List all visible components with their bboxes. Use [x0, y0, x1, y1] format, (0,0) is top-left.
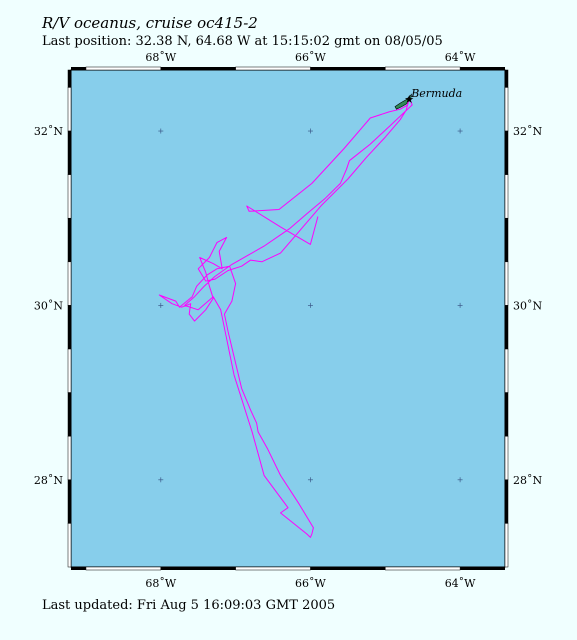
last-position-star-icon: ★ [404, 93, 414, 106]
frame-segment [67, 305, 72, 350]
frame-segment [67, 392, 72, 437]
frame-segment [504, 130, 509, 175]
frame-segment [460, 567, 505, 570]
frame-segment [310, 567, 386, 570]
frame-segment [504, 174, 509, 219]
lat-tick-label-right: 30˚N [513, 299, 542, 312]
lon-tick-label-top: 64˚W [445, 51, 476, 64]
frame-segment [67, 130, 72, 175]
frame-segment [504, 217, 509, 263]
graticule [158, 128, 463, 483]
frame-segment [67, 87, 72, 132]
map-background [71, 70, 505, 567]
frame-segment [67, 348, 72, 393]
frame-segment [504, 305, 509, 350]
frame-segment [385, 66, 461, 71]
frame-segment [85, 66, 162, 71]
frame-segment [504, 261, 509, 306]
frame-segment [235, 66, 311, 71]
frame-segment [67, 174, 72, 219]
lat-tick-label-left: 32˚N [34, 125, 63, 138]
frame-segment [67, 69, 72, 88]
frame-segment [71, 567, 86, 570]
marker-layer: ★ Bermuda [404, 87, 462, 106]
last-updated-text: Last updated: Fri Aug 5 16:09:03 GMT 200… [42, 598, 336, 613]
bermuda-label: Bermuda [410, 87, 462, 100]
lat-tick-label-left: 30˚N [34, 299, 63, 312]
lon-tick-label-top: 66˚W [295, 51, 326, 64]
frame-segment [67, 217, 72, 263]
lat-tick-label-left: 28˚N [34, 474, 63, 487]
frame-segment [67, 523, 72, 568]
lat-tick-label-right: 28˚N [513, 474, 542, 487]
frame-segment [67, 479, 72, 524]
lon-tick-label-bottom: 66˚W [295, 577, 326, 590]
frame-segment [504, 479, 509, 524]
frame-segment [504, 435, 509, 481]
track-layer [158, 97, 413, 538]
frame-segment [385, 566, 461, 571]
frame-segment [504, 69, 509, 88]
frame-segment [160, 67, 236, 70]
map-frame [67, 66, 509, 571]
frame-segment [71, 67, 86, 70]
lat-tick-label-right: 32˚N [513, 125, 542, 138]
lon-tick-label-bottom: 68˚W [145, 577, 176, 590]
lon-tick-label-top: 68˚W [145, 51, 176, 64]
frame-segment [67, 261, 72, 306]
frame-segment [460, 67, 505, 70]
frame-segment [310, 67, 386, 70]
frame-segment [160, 567, 236, 570]
cruise-track-line [158, 97, 413, 538]
frame-segment [504, 392, 509, 437]
last-position-text: Last position: 32.38 N, 64.68 W at 15:15… [42, 34, 443, 49]
frame-segment [504, 348, 509, 393]
map-title: R/V oceanus, cruise oc415-2 [42, 14, 258, 32]
frame-segment [504, 87, 509, 132]
tick-labels: 68˚W 68˚W 66˚W 66˚W 64˚W 64˚W 32˚N 32˚N 30˚N 30˚N… [34, 51, 543, 590]
lon-tick-label-bottom: 64˚W [445, 577, 476, 590]
frame-segment [67, 435, 72, 481]
frame-segment [85, 566, 162, 571]
frame-segment [504, 523, 509, 568]
frame-segment [235, 566, 311, 571]
